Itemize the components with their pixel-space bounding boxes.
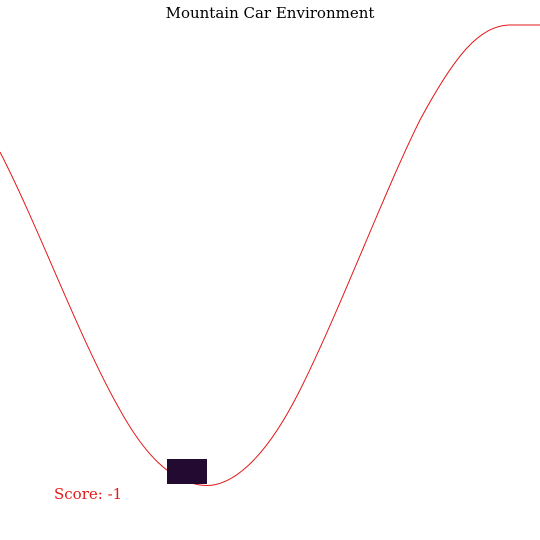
environment-title: Mountain Car Environment: [165, 4, 375, 22]
score-label: Score: -1: [54, 485, 123, 503]
mountain-track: [0, 24, 540, 487]
car: [167, 459, 207, 484]
